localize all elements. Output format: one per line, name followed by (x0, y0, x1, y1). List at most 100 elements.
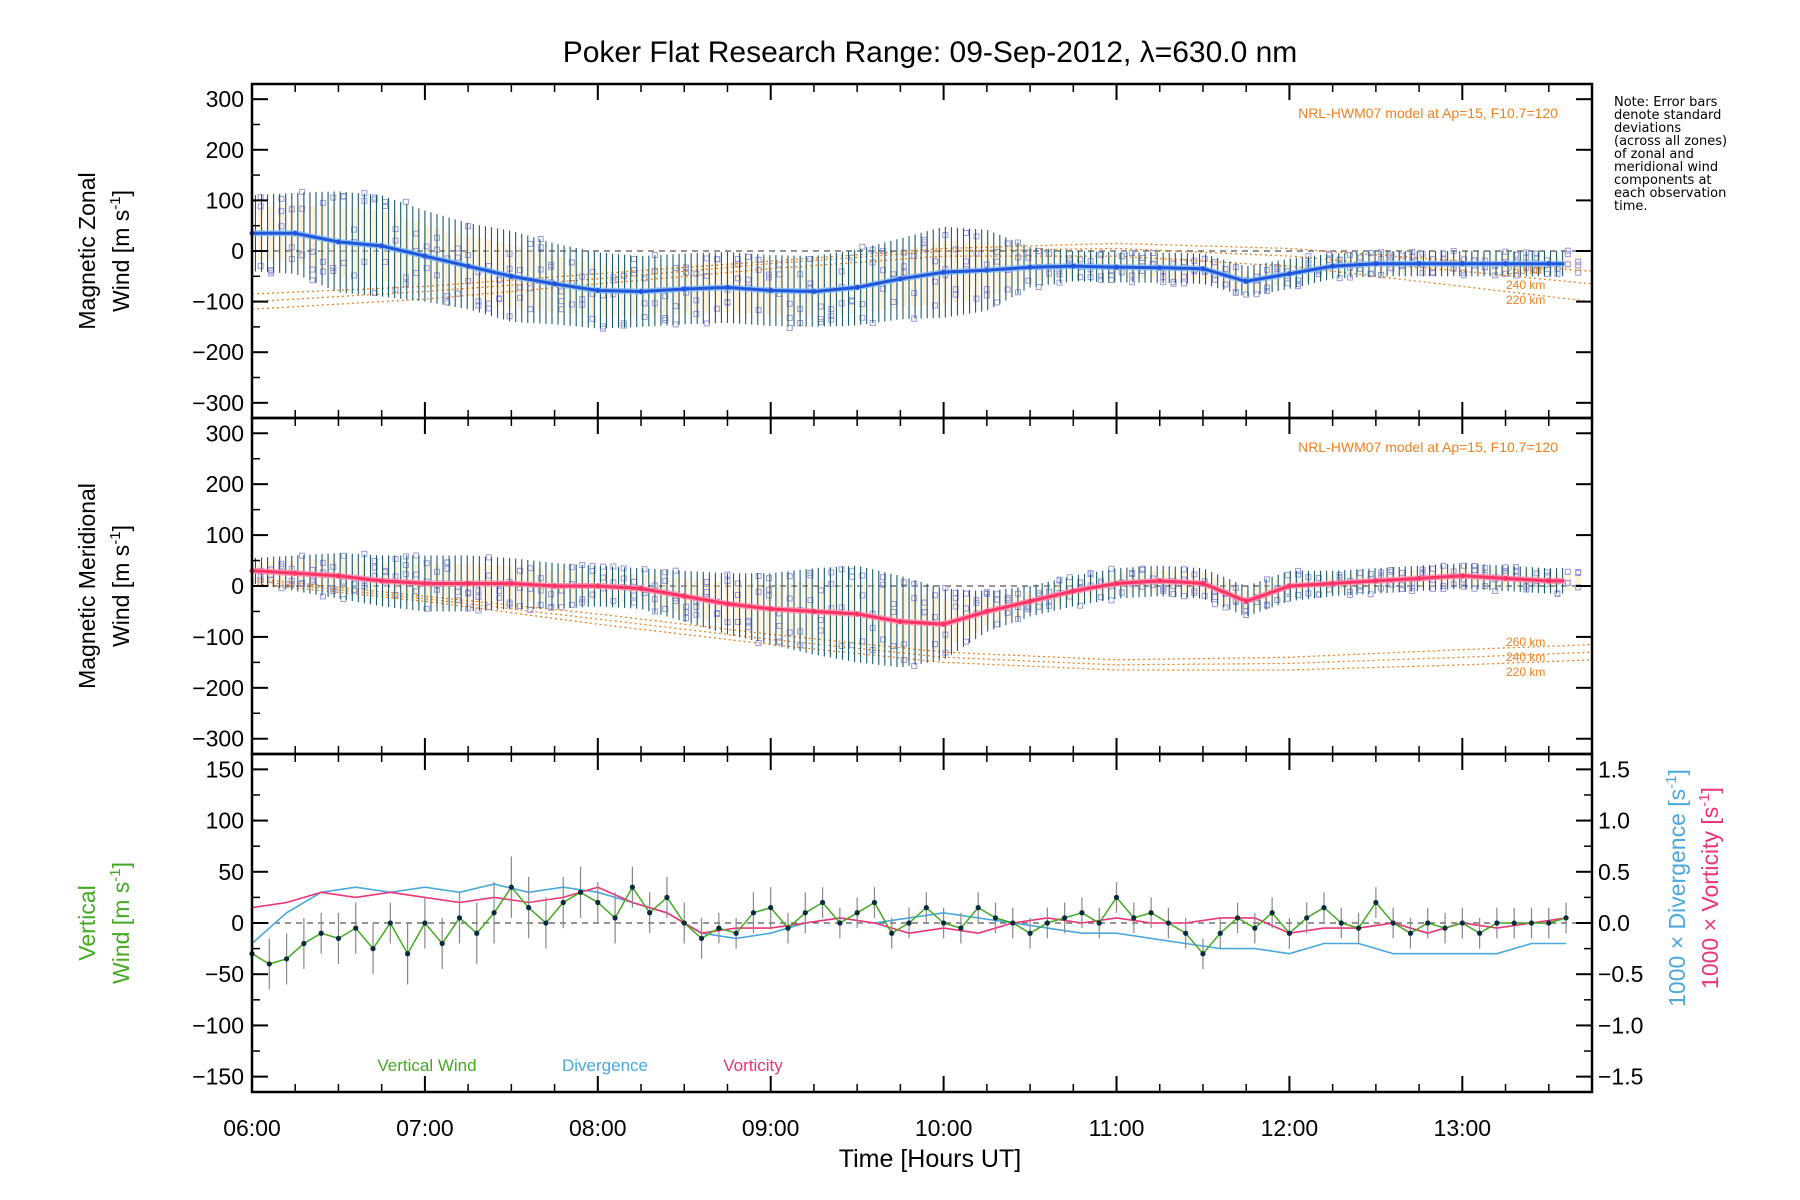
zone-point (693, 270, 700, 277)
zone-point (1066, 574, 1073, 581)
zone-point (1295, 283, 1302, 290)
zone-point (568, 301, 575, 308)
zone-point (786, 324, 793, 331)
zone-point (641, 275, 648, 282)
zone-point (371, 557, 378, 564)
zone-point (402, 280, 409, 287)
zone-point (880, 581, 887, 588)
mean-wind-point (1157, 265, 1163, 271)
zone-point (610, 563, 617, 570)
zone-point (402, 553, 409, 560)
mean-wind-point (1546, 578, 1552, 584)
zone-point (662, 293, 669, 300)
error-bar-note: Note: Error bars denote standard deviati… (1614, 95, 1728, 214)
zone-point (1440, 583, 1447, 590)
zone-point (568, 564, 575, 571)
mean-wind-point (681, 286, 687, 292)
zone-point (1097, 251, 1104, 258)
zone-point (1274, 597, 1281, 604)
mean-wind-point (379, 578, 385, 584)
zone-point (1170, 591, 1177, 598)
mean-wind-point (508, 580, 514, 586)
zone-point (319, 268, 326, 275)
zone-point (1440, 250, 1447, 257)
zone-point (838, 566, 845, 573)
zone-point (714, 305, 721, 312)
vertical-wind-point (439, 940, 445, 947)
zone-point (952, 589, 959, 596)
zone-point (734, 580, 741, 587)
zone-point (1004, 240, 1011, 247)
y-tick-label: −200 (192, 675, 244, 701)
zone-point (1004, 609, 1011, 616)
zone-point (1046, 270, 1053, 277)
zone-point (693, 611, 700, 618)
zone-spread-band (1575, 572, 1582, 590)
mean-wind-point (465, 580, 471, 586)
zone-point (807, 255, 814, 262)
y-tick-label: −50 (205, 961, 244, 987)
vertical-y-label: Vertical Wind [m s-1] (74, 862, 134, 984)
zone-point (620, 322, 627, 329)
zone-point (517, 294, 523, 301)
vertical-wind-point (491, 910, 497, 916)
mean-wind-point (1157, 578, 1163, 584)
legend-entry: Vertical Wind (377, 1056, 476, 1075)
zone-point (734, 275, 741, 282)
vertical-wind-point (1511, 920, 1517, 926)
zone-point (745, 253, 752, 260)
y2-tick-label: −0.5 (1598, 961, 1643, 987)
zone-point (828, 316, 835, 323)
vertical-wind-point (629, 884, 635, 890)
vertical-wind-point (1027, 930, 1033, 936)
zone-point (1170, 280, 1177, 287)
zone-point (1243, 612, 1250, 619)
zone-point (911, 315, 918, 322)
vertical-wind-point (1425, 920, 1431, 926)
zone-point (548, 604, 555, 611)
vertical-wind-point (1217, 930, 1223, 936)
zone-point (257, 203, 264, 210)
zone-point (1336, 571, 1343, 578)
zone-point (880, 285, 887, 292)
zone-point (900, 263, 907, 270)
vertical-wind-point (577, 889, 584, 895)
zone-point (1471, 585, 1478, 592)
mean-wind-point (552, 583, 558, 589)
zone-point (444, 565, 451, 572)
mean-wind-point (1373, 578, 1379, 584)
zone-point (268, 267, 275, 274)
zone-point (1481, 583, 1488, 590)
mean-wind-point (1503, 261, 1509, 267)
mean-wind-point (1114, 264, 1120, 270)
model-label: NRL-HWM07 model at Ap=15, F10.7=120 (1298, 439, 1558, 455)
zone-point (496, 276, 503, 283)
zone-point (517, 567, 523, 574)
zone-point (1025, 254, 1032, 261)
zone-point (1315, 591, 1322, 598)
meridional-y-label-line2: Wind [m s-1] (107, 525, 134, 647)
mean-wind-point (724, 601, 730, 607)
vertical-wind-point (1044, 920, 1050, 926)
legend-entry: Divergence (562, 1056, 648, 1075)
zone-point (900, 269, 907, 276)
vertical-wind-point (802, 910, 808, 916)
vertical-wind-point (387, 920, 393, 926)
y2-tick-label: −1.0 (1598, 1012, 1643, 1038)
zone-point (838, 300, 845, 307)
zone-point (444, 299, 451, 306)
mean-wind-point (595, 287, 601, 293)
vertical-y-label-line1: Vertical (74, 885, 100, 960)
mean-wind-point (465, 263, 471, 269)
vertical-wind-point (1234, 915, 1241, 921)
mean-wind-point (1070, 588, 1076, 594)
zone-point (859, 638, 866, 645)
zone-point (838, 268, 845, 275)
zone-point (963, 590, 970, 597)
mean-wind-point (292, 230, 298, 236)
vertical-wind-point (595, 899, 601, 906)
zone-point (517, 284, 523, 291)
zone-point (983, 590, 990, 597)
mean-wind-point (422, 253, 428, 259)
zone-point (1409, 253, 1416, 260)
